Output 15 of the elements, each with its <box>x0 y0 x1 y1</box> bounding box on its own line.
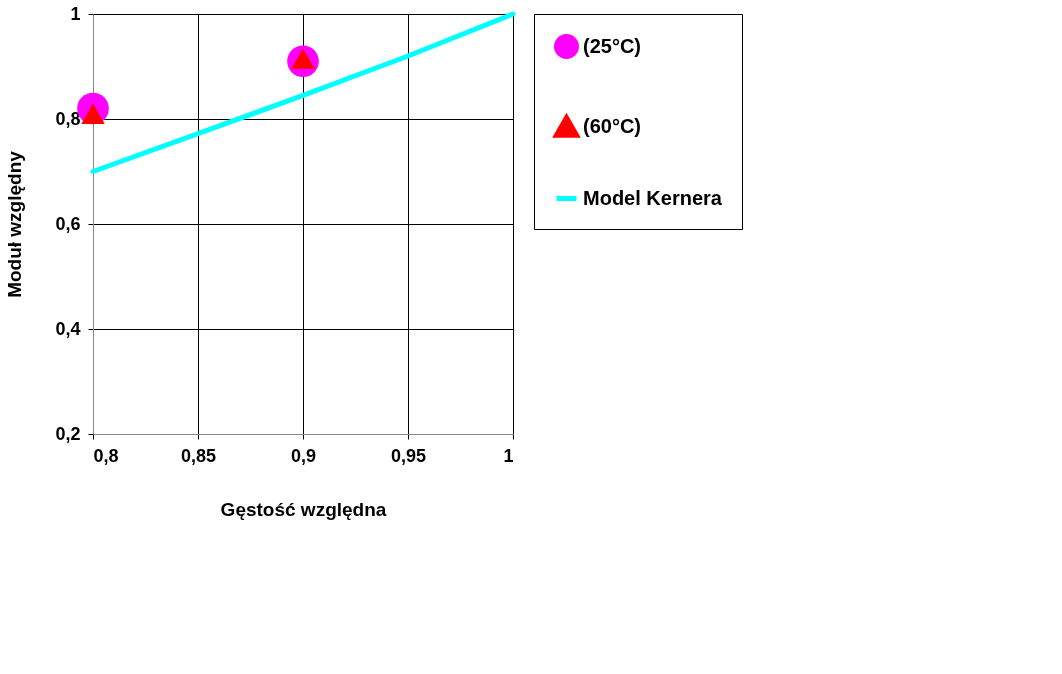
x-axis-title: Gęstość względna <box>220 498 387 520</box>
x-tick-label: 1 <box>503 445 514 466</box>
y-axis-title: Moduł względny <box>4 150 26 298</box>
x-tick-label: 0,95 <box>390 445 427 466</box>
y-tick-label: 1 <box>70 3 81 24</box>
legend-label: (60°C) <box>583 114 642 137</box>
x-tick-label: 0,8 <box>93 445 119 466</box>
y-tick-label: 0,6 <box>55 213 81 234</box>
y-tick-label: 0,2 <box>55 423 81 444</box>
x-tick-label: 0,9 <box>290 445 317 466</box>
y-tick-label: 0,8 <box>55 108 81 129</box>
y-tick-label: 0,4 <box>55 318 81 339</box>
x-tick-label: 0,85 <box>180 445 217 466</box>
legend-label: Model Kernera <box>583 186 723 209</box>
legend-label: (25°C) <box>583 34 642 57</box>
